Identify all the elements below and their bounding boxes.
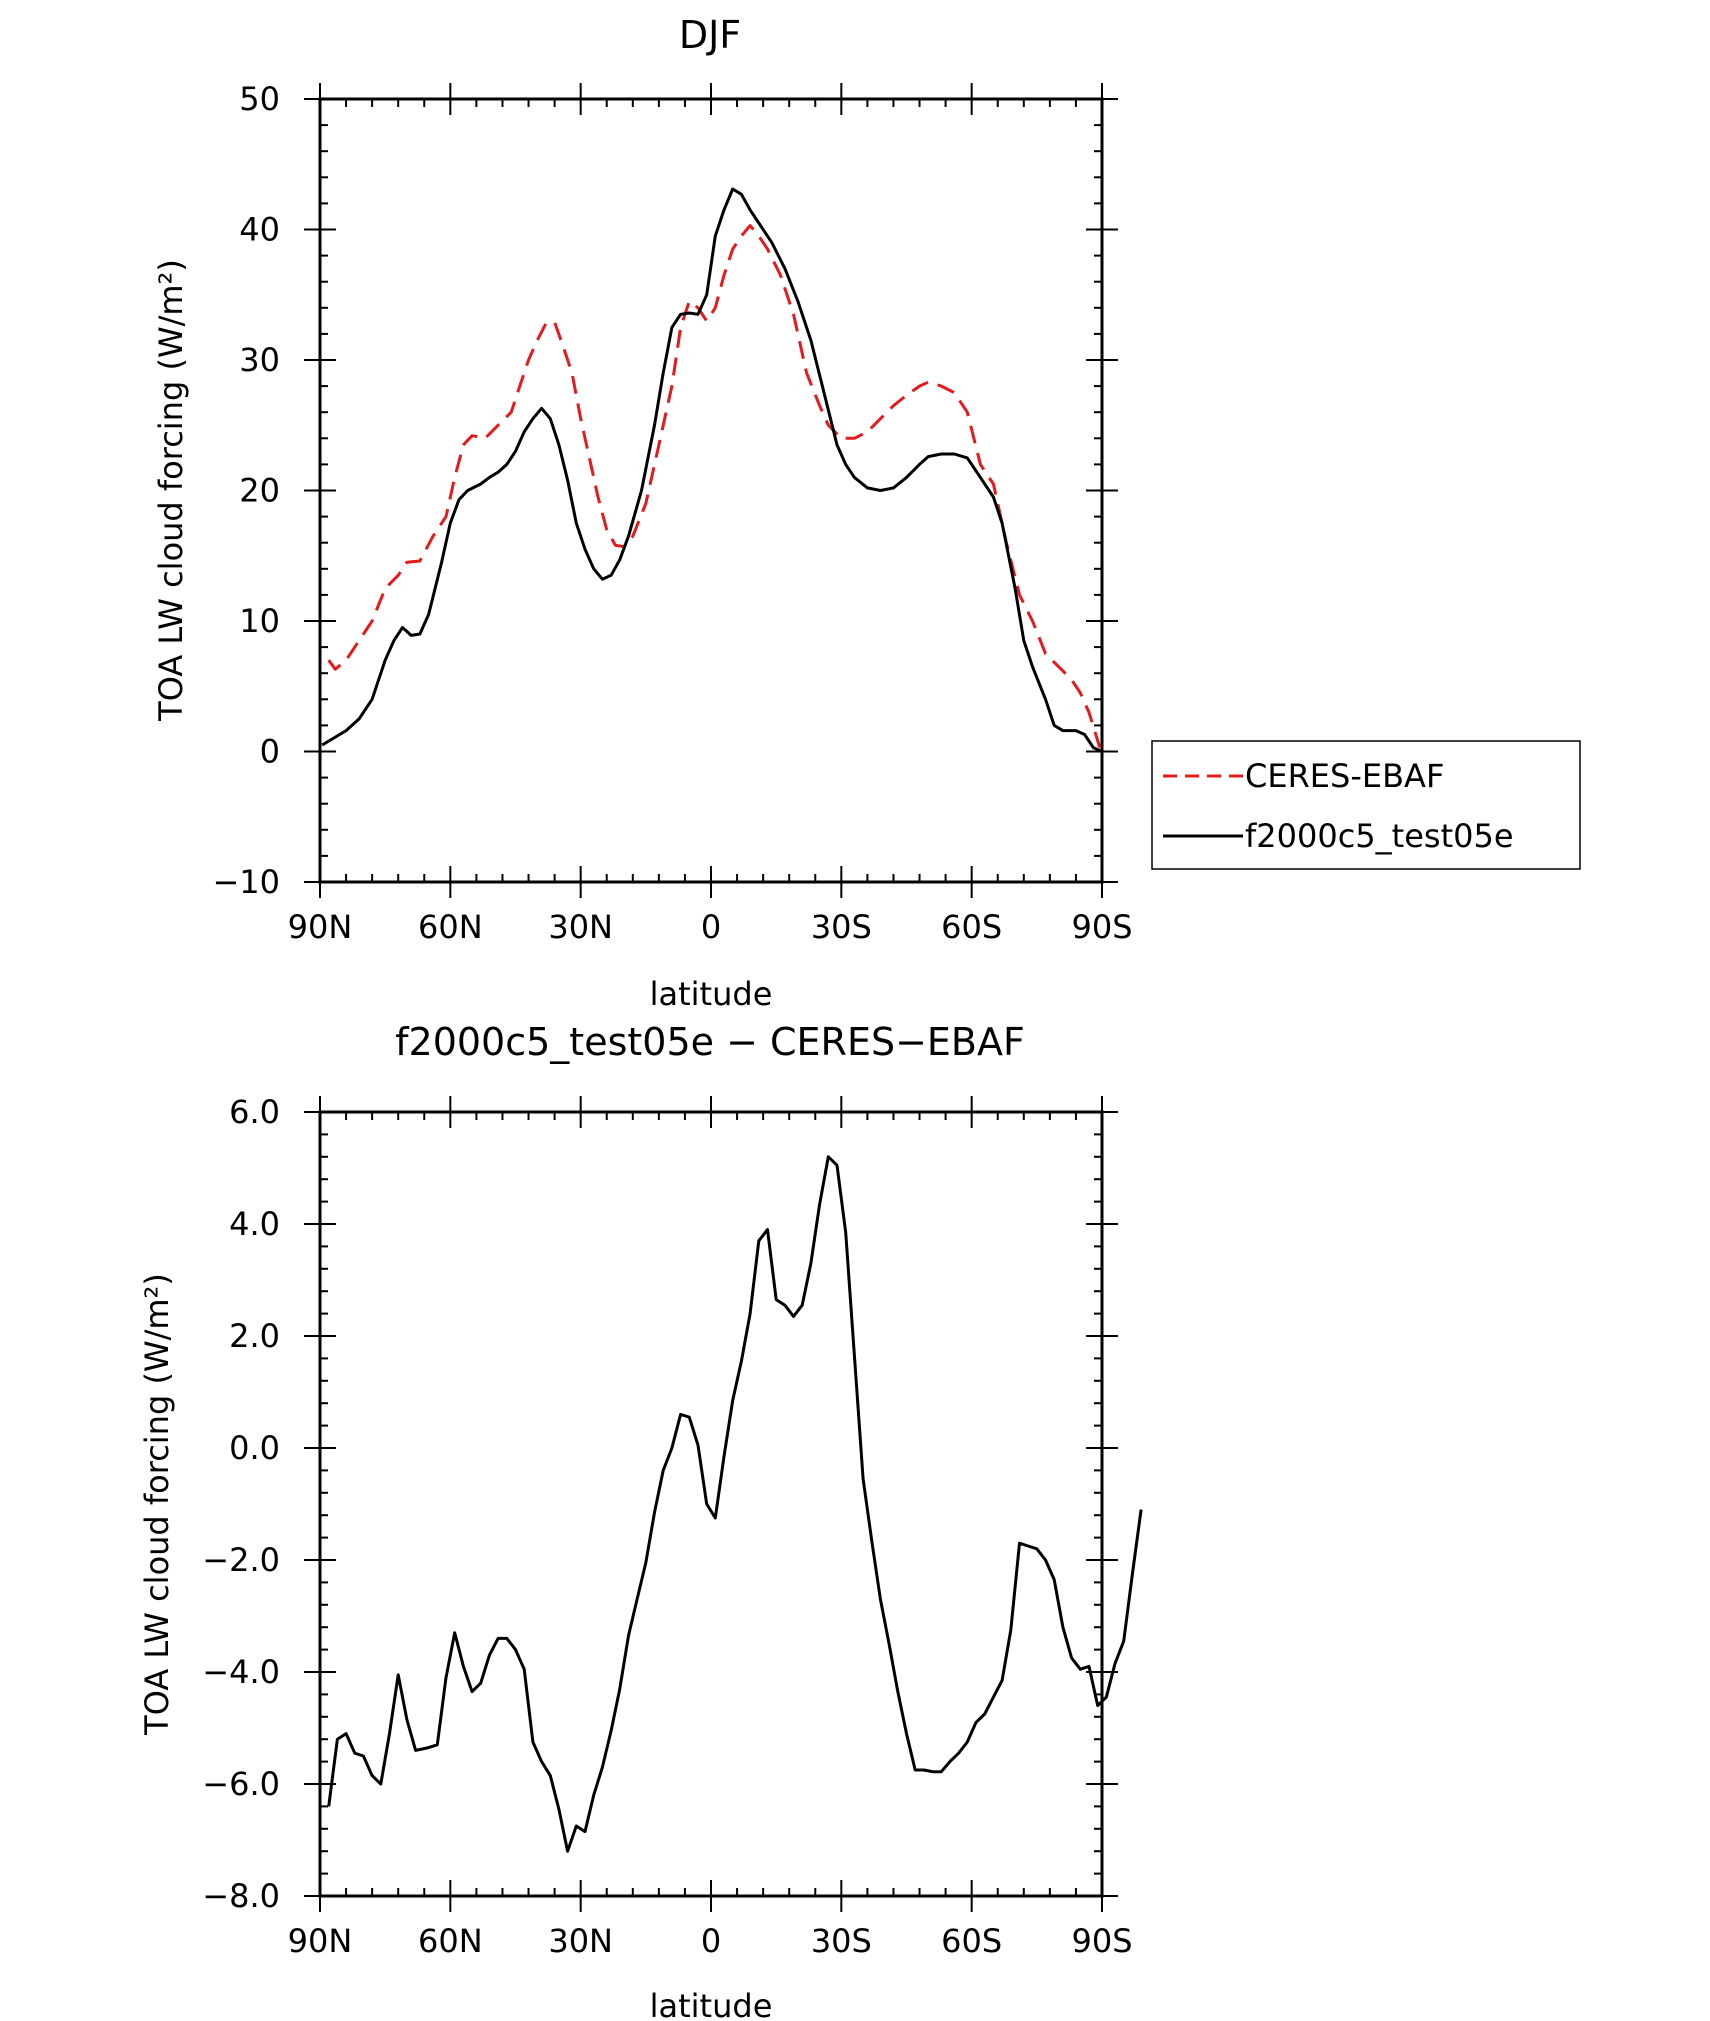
- bottom-series-line-0: [327, 1155, 1143, 1853]
- bottom-x-tick-label: 60S: [941, 1922, 1002, 1960]
- top-chart-title: DJF: [679, 13, 741, 57]
- bottom-y-tick-label: −2.0: [202, 1541, 280, 1579]
- bottom-x-tick-label: 60N: [418, 1922, 483, 1960]
- top-axis-ticks: 90N 60N 30N 0 30S 60S 90S −10 0 10 20 30 40 50: [212, 80, 1132, 946]
- top-x-axis-label: latitude: [650, 975, 773, 1013]
- top-y-tick-label: 40: [239, 211, 280, 249]
- bottom-x-tick-label: 30N: [548, 1922, 613, 1960]
- top-series-line-f2000c5-test05e: [321, 187, 1103, 753]
- bottom-x-axis-label: latitude: [650, 1987, 773, 2021]
- legend-box: [1151, 740, 1581, 870]
- top-y-axis-label: TOA LW cloud forcing (W/m²): [152, 259, 190, 722]
- top-x-tick-label: 60S: [941, 908, 1002, 946]
- bottom-x-tick-label: 90S: [1071, 1922, 1132, 1960]
- top-plot-frame: [318, 97, 1104, 884]
- bottom-plot-frame: [318, 1110, 1104, 1898]
- bottom-y-tick-label: −4.0: [202, 1653, 280, 1691]
- top-x-tick-label: 30N: [548, 908, 613, 946]
- top-x-tick-label: 90N: [288, 908, 353, 946]
- bottom-series-layer: [327, 1155, 1143, 1853]
- top-series-layer: [321, 187, 1103, 753]
- top-y-tick-label: 0: [260, 733, 280, 771]
- legend: CERES-EBAF f2000c5_test05e: [1151, 740, 1581, 870]
- legend-label-f2000c5-test05e: f2000c5_test05e: [1245, 817, 1514, 855]
- top-y-tick-label: 30: [239, 341, 280, 379]
- bottom-y-tick-label: −8.0: [202, 1877, 280, 1915]
- bottom-y-axis-label: TOA LW cloud forcing (W/m²): [138, 1273, 176, 1736]
- bottom-y-tick-label: −6.0: [202, 1765, 280, 1803]
- top-x-tick-label: 90S: [1071, 908, 1132, 946]
- top-y-tick-label: −10: [212, 863, 280, 901]
- top-x-tick-label: 30S: [811, 908, 872, 946]
- bottom-chart-title: f2000c5_test05e − CERES−EBAF: [395, 1020, 1025, 1064]
- top-series-line-ceres-ebaf: [327, 224, 1102, 749]
- top-y-tick-label: 10: [239, 602, 280, 640]
- legend-label-ceres-ebaf: CERES-EBAF: [1245, 757, 1444, 795]
- bottom-y-tick-label: 2.0: [229, 1317, 280, 1355]
- bottom-y-tick-label: 4.0: [229, 1205, 280, 1243]
- bottom-x-tick-label: 0: [701, 1922, 721, 1960]
- bottom-y-tick-label: 6.0: [229, 1093, 280, 1131]
- bottom-axis-ticks: 90N 60N 30N 0 30S 60S 90S −8.0 −6.0 −4.0 −2.0 0.0 2.…: [202, 1093, 1132, 1960]
- top-y-tick-label: 20: [239, 472, 280, 510]
- bottom-chart-panel: f2000c5_test05e − CERES−EBAF 90N 60N 30N 0 3…: [138, 1020, 1143, 2021]
- top-x-tick-label: 0: [701, 908, 721, 946]
- top-y-tick-label: 50: [239, 80, 280, 118]
- top-chart-panel: DJF 90N 60N 30N 0 30S 60S 90S −10 0 10 20 30 40 50 la…: [152, 13, 1581, 1013]
- bottom-x-tick-label: 30S: [811, 1922, 872, 1960]
- bottom-x-tick-label: 90N: [288, 1922, 353, 1960]
- top-x-tick-label: 60N: [418, 908, 483, 946]
- bottom-y-tick-label: 0.0: [229, 1429, 280, 1467]
